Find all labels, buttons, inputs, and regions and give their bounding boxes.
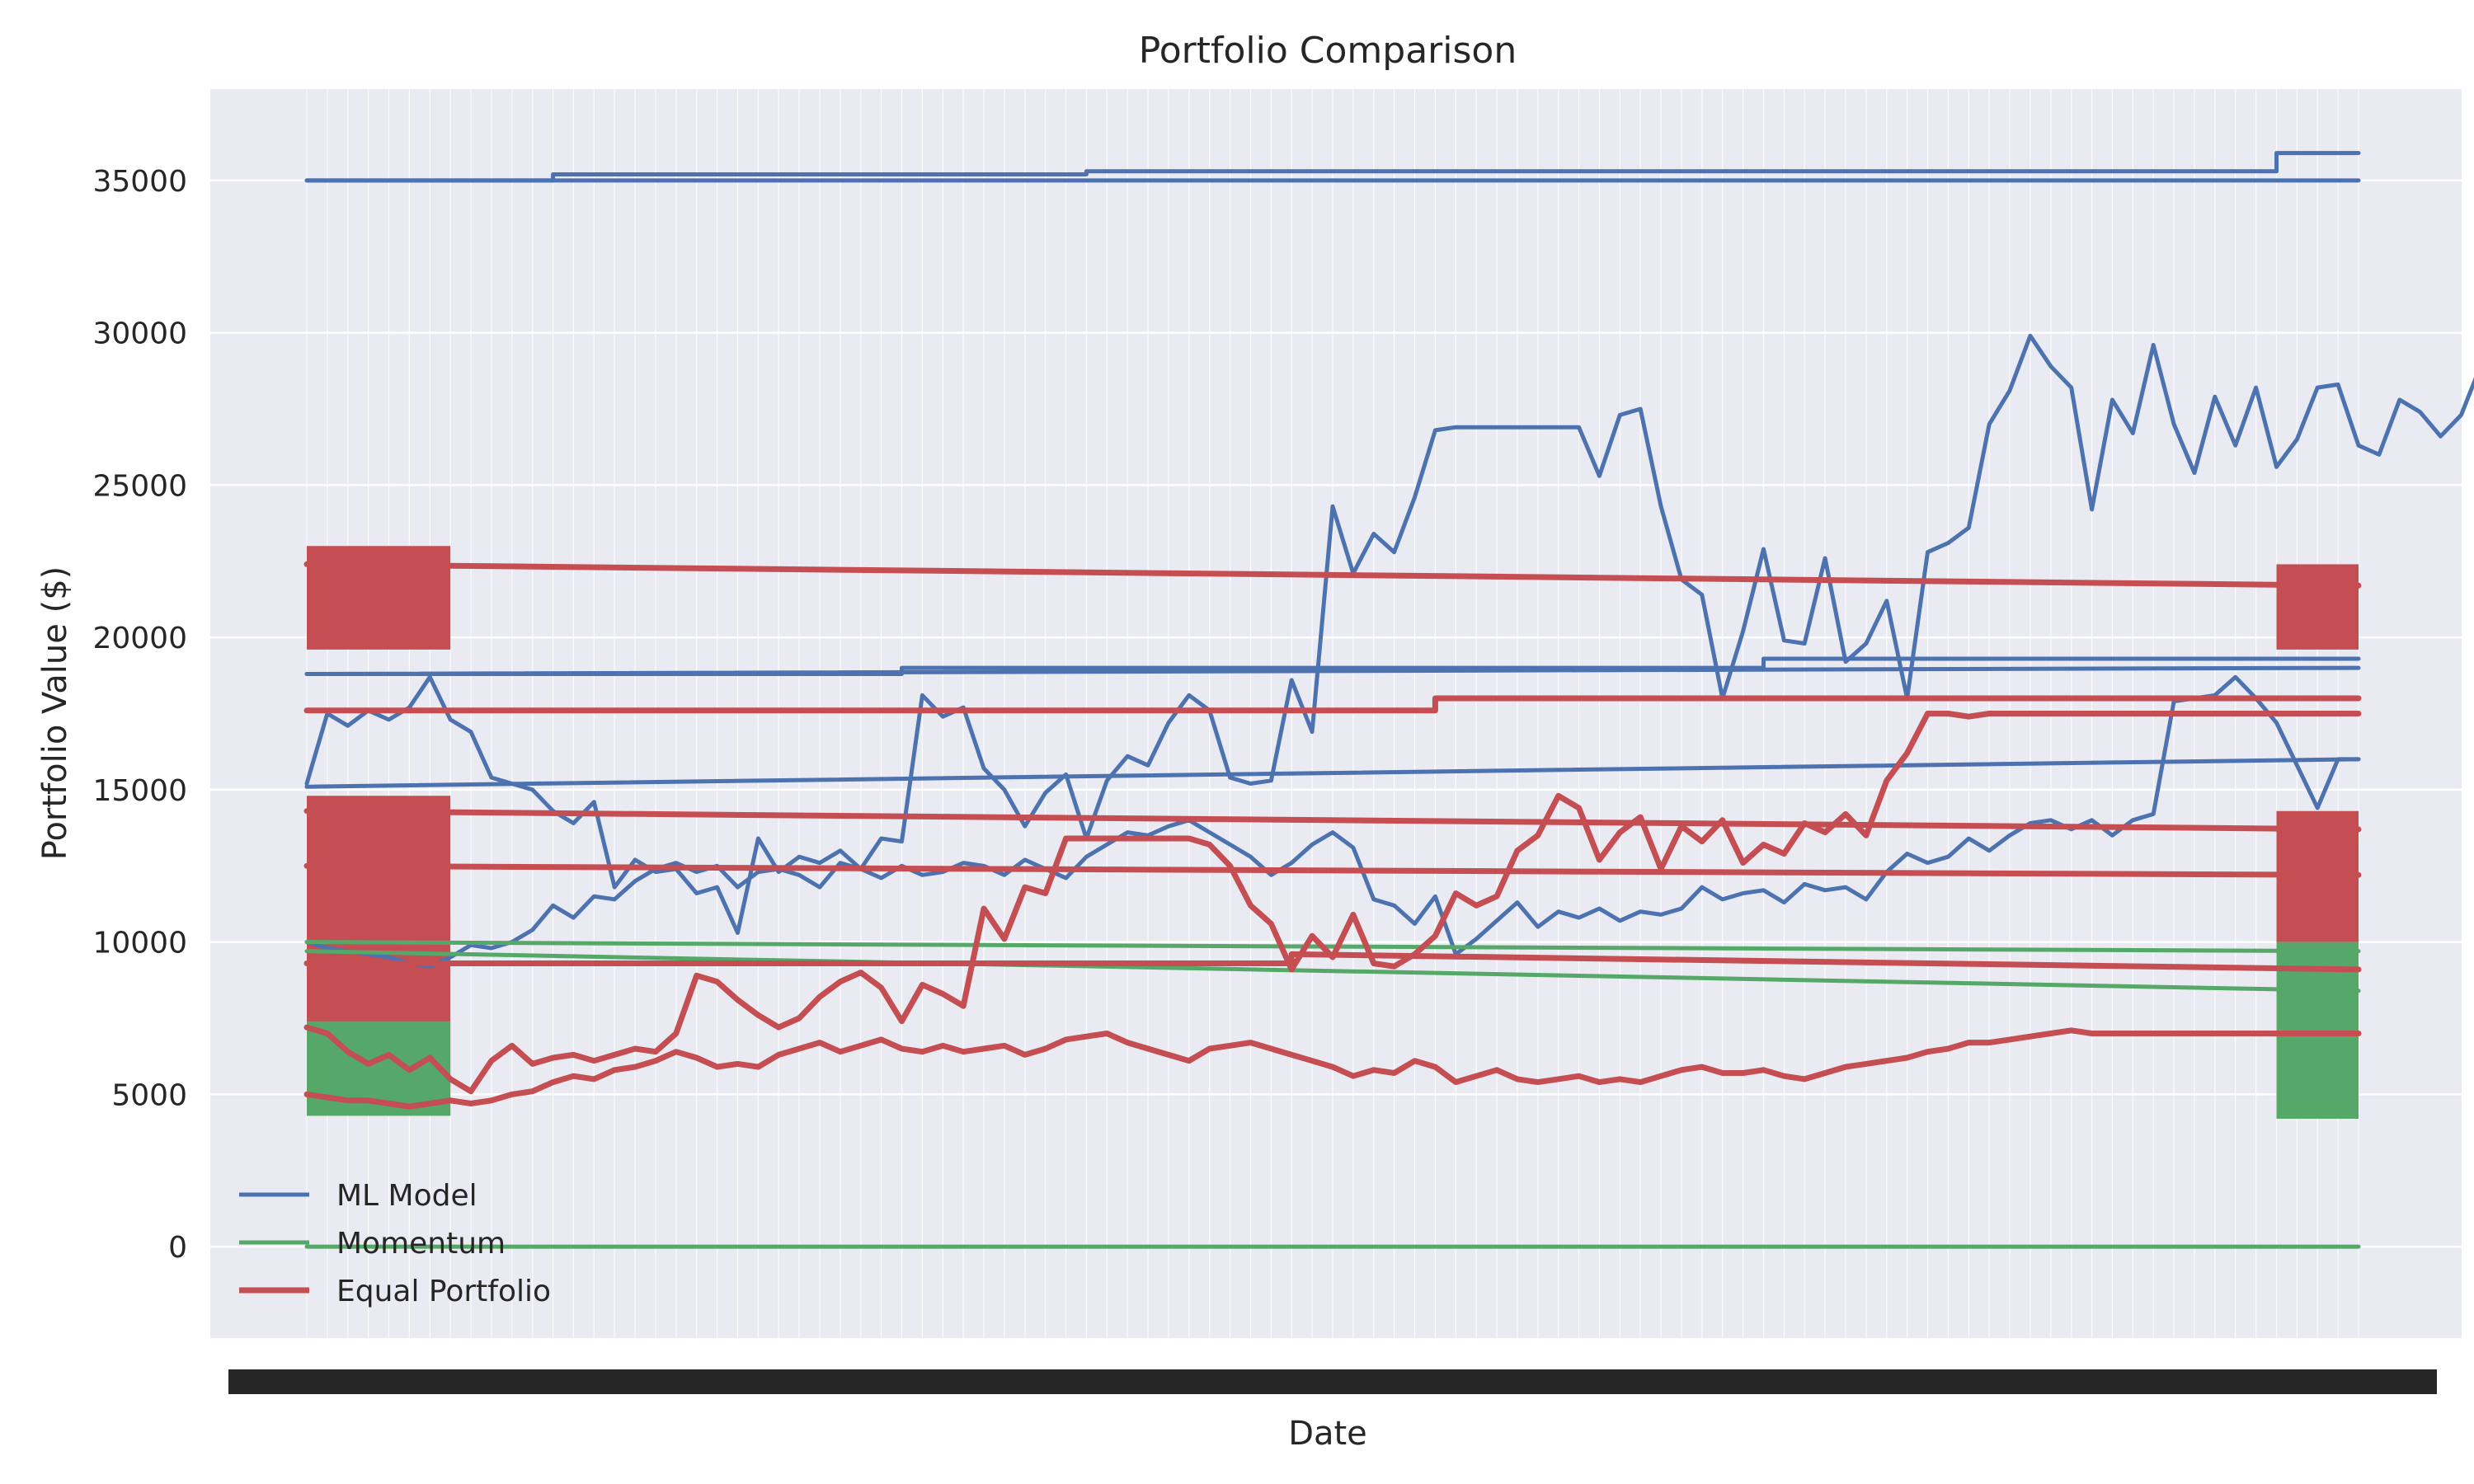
x-axis-label: Date — [1288, 1415, 1367, 1453]
series-line — [304, 665, 2361, 676]
legend-label: ML Model — [336, 1179, 477, 1213]
series-lines — [303, 151, 2474, 1249]
y-tick-label: 0 — [168, 1231, 187, 1265]
y-tick-labels: 0 5000 10000 15000 20000 25000 30000 35000 — [92, 165, 187, 1265]
series-line — [304, 757, 2361, 789]
series-line — [303, 808, 2362, 833]
y-tick-label: 30000 — [92, 317, 187, 351]
series-line — [303, 711, 2362, 1095]
y-tick-label: 25000 — [92, 469, 187, 503]
series-line — [304, 674, 2361, 969]
legend-label: Equal Portfolio — [336, 1275, 551, 1308]
legend: ML Model Momentum Equal Portfolio — [239, 1179, 551, 1308]
y-tick-label: 5000 — [111, 1078, 187, 1112]
series-line — [303, 695, 2362, 714]
series-line — [303, 561, 2362, 589]
series-band — [2276, 564, 2359, 650]
series-band — [307, 546, 451, 650]
series-line — [2274, 377, 2474, 469]
y-tick-label: 35000 — [92, 165, 187, 199]
series-line — [304, 940, 2361, 954]
series-line — [303, 862, 2362, 878]
chart-title: Portfolio Comparison — [1139, 30, 1517, 72]
y-axis-label: Portfolio Value ($) — [36, 566, 74, 860]
x-tick-labels — [228, 1369, 2437, 1394]
series-line — [304, 949, 2361, 993]
series-line — [304, 333, 2279, 935]
series-band — [307, 796, 451, 930]
y-tick-label: 15000 — [92, 774, 187, 808]
y-tick-label: 10000 — [92, 927, 187, 960]
series-line — [303, 1027, 2362, 1110]
x-tick-labels-overlap — [228, 1369, 2437, 1394]
legend-label: Momentum — [336, 1227, 506, 1261]
y-tick-label: 20000 — [92, 622, 187, 655]
series-line — [303, 951, 2362, 973]
